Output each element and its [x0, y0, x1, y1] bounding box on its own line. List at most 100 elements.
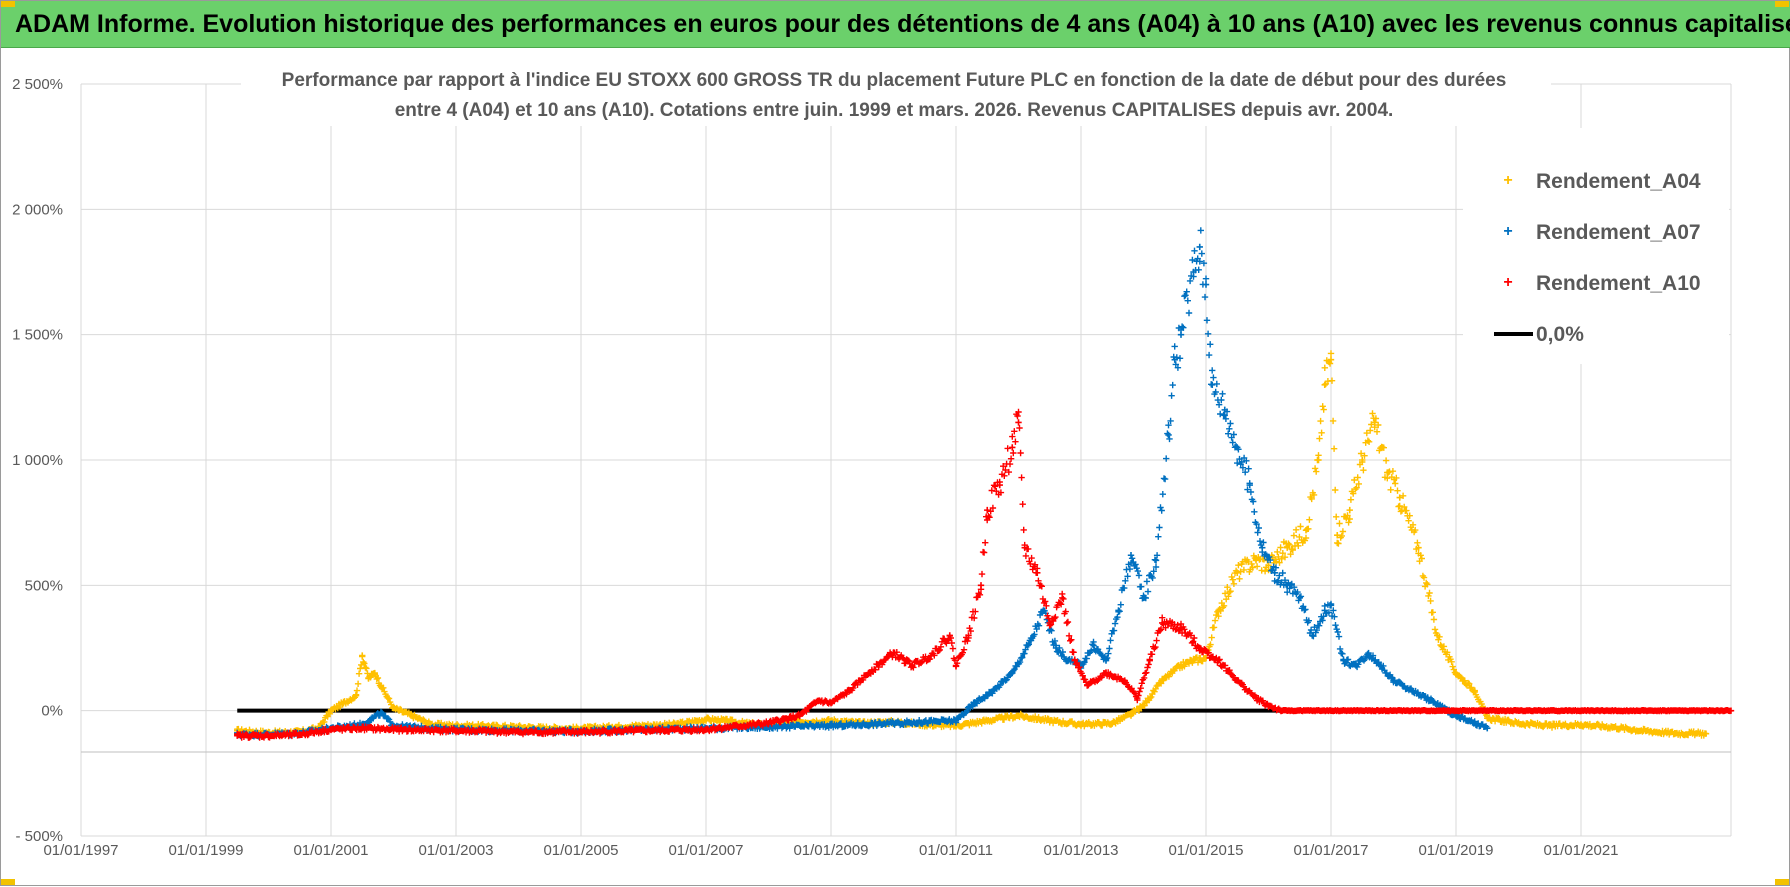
data-point-Rendement_A07-22	[1027, 637, 1035, 644]
data-point-Rendement_A04-60	[1452, 669, 1460, 677]
series-markers-Rendement_A10	[234, 408, 1734, 741]
data-point-Rendement_A07-17	[921, 718, 928, 726]
data-point-Rendement_A04-23	[721, 717, 728, 724]
data-point-Rendement_A10-28	[1021, 544, 1028, 551]
data-point-Rendement_A04-33	[1015, 712, 1022, 719]
data-point-Rendement_A10-8	[577, 728, 585, 736]
data-point-Rendement_A04-32	[984, 717, 991, 724]
data-point-Rendement_A04-12	[409, 712, 416, 719]
data-point-Rendement_A10-18	[909, 662, 916, 669]
data-point-Rendement_A04-50	[1321, 381, 1328, 388]
data-point-Rendement_A07-54	[1390, 677, 1397, 684]
data-point-Rendement_A07-30	[1127, 552, 1135, 559]
data-point-Rendement_A10-30	[1046, 619, 1053, 627]
data-point-Rendement_A07-44	[1271, 569, 1278, 576]
data-point-Rendement_A04-52	[1334, 532, 1341, 539]
x-tick-label-9: 01/01/2015	[1168, 842, 1243, 859]
data-point-Rendement_A10-0	[234, 732, 241, 739]
x-tick-label-8: 01/01/2013	[1043, 842, 1118, 859]
data-point-Rendement_A10-15	[846, 687, 853, 694]
y-tick-label-2: 1 500%	[12, 327, 63, 344]
data-point-Rendement_A10-31	[1059, 594, 1066, 602]
data-point-Rendement_A10-52	[1727, 707, 1735, 714]
data-point-Rendement_A07-59	[1484, 725, 1491, 732]
corner-accent-bottom-right	[1775, 879, 1789, 885]
data-point-Rendement_A07-42	[1246, 481, 1253, 489]
data-point-Rendement_A04-4	[327, 707, 335, 714]
data-point-Rendement_A04-9	[371, 669, 378, 677]
data-point-Rendement_A10-19	[927, 652, 935, 659]
data-point-Rendement_A10-42	[1234, 677, 1241, 684]
data-point-Rendement_A10-17	[890, 649, 897, 657]
data-point-Rendement_A10-14	[827, 699, 835, 707]
data-point-Rendement_A10-12	[796, 712, 803, 719]
data-point-Rendement_A07-29	[1115, 607, 1122, 614]
data-point-Rendement_A10-21	[952, 662, 960, 669]
legend-label-a07: Rendement_A07	[1536, 221, 1701, 244]
data-point-Rendement_A07-28	[1102, 657, 1110, 664]
data-point-Rendement_A04-44	[1234, 569, 1241, 576]
data-point-Rendement_A04-65	[1577, 721, 1585, 728]
data-point-Rendement_A10-26	[1009, 444, 1016, 451]
corner-accent-top-right	[1775, 1, 1789, 7]
series-Rendement_A07	[234, 227, 1491, 740]
data-point-Rendement_A07-41	[1234, 444, 1241, 451]
data-point-Rendement_A07-36	[1190, 268, 1197, 276]
data-point-Rendement_A10-47	[1390, 707, 1397, 714]
data-point-Rendement_A10-27	[1015, 419, 1022, 426]
legend-marker-a07: +	[1503, 223, 1512, 240]
x-tick-label-2: 01/01/2001	[293, 842, 368, 859]
chart-title-line-1: Performance par rapport à l'indice EU ST…	[282, 70, 1507, 91]
data-point-Rendement_A10-16	[865, 669, 872, 677]
data-point-Rendement_A10-38	[1159, 619, 1166, 627]
data-point-Rendement_A04-68	[1671, 730, 1678, 737]
x-tick-label-12: 01/01/2021	[1543, 842, 1618, 859]
legend-marker-a04: +	[1503, 172, 1512, 189]
data-point-Rendement_A10-49	[1515, 707, 1522, 714]
data-point-Rendement_A07-21	[1009, 669, 1016, 677]
data-point-Rendement_A10-41	[1215, 657, 1222, 664]
data-point-Rendement_A07-46	[1296, 594, 1303, 602]
data-point-Rendement_A07-5	[377, 709, 385, 717]
data-point-Rendement_A07-35	[1177, 331, 1185, 338]
data-point-Rendement_A10-3	[327, 726, 335, 733]
data-point-Rendement_A04-37	[1127, 711, 1135, 718]
corner-accent-top-left	[1, 1, 15, 7]
chart-series	[234, 227, 1735, 741]
series-Rendement_A10	[234, 408, 1735, 741]
x-tick-label-6: 01/01/2009	[793, 842, 868, 859]
data-point-Rendement_A10-2	[296, 731, 303, 738]
data-point-Rendement_A07-47	[1309, 632, 1316, 639]
data-point-Rendement_A10-36	[1134, 694, 1141, 702]
data-point-Rendement_A10-48	[1452, 707, 1460, 714]
axis-ticks: 2 500%2 000%1 500%1 000%500%0%- 500%01/0…	[12, 76, 1618, 859]
data-point-Rendement_A04-56	[1384, 469, 1391, 476]
y-tick-label-5: 0%	[41, 703, 63, 720]
data-point-Rendement_A04-39	[1159, 677, 1166, 684]
data-point-Rendement_A07-23	[1040, 607, 1047, 614]
x-tick-label-0: 01/01/1997	[43, 842, 118, 859]
data-point-Rendement_A10-23	[977, 582, 985, 589]
legend-label-a10: Rendement_A10	[1536, 272, 1701, 295]
data-point-Rendement_A10-40	[1196, 644, 1203, 652]
data-point-Rendement_A10-5	[390, 726, 397, 733]
y-tick-label-1: 2 000%	[12, 201, 63, 218]
data-point-Rendement_A10-4	[359, 725, 366, 732]
x-tick-label-10: 01/01/2017	[1293, 842, 1368, 859]
data-point-Rendement_A10-24	[984, 506, 991, 514]
series-markers-Rendement_A07	[234, 227, 1490, 740]
data-point-Rendement_A07-15	[859, 721, 866, 728]
data-point-Rendement_A10-10	[702, 726, 710, 733]
data-point-Rendement_A10-25	[996, 481, 1003, 489]
data-point-Rendement_A04-63	[1515, 720, 1522, 727]
data-point-Rendement_A10-32	[1071, 657, 1078, 664]
data-point-Rendement_A10-46	[1327, 707, 1335, 714]
data-point-Rendement_A07-25	[1065, 657, 1072, 664]
data-point-Rendement_A10-44	[1265, 702, 1272, 709]
data-point-Rendement_A07-56	[1427, 697, 1435, 704]
data-point-Rendement_A04-43	[1215, 607, 1222, 614]
data-point-Rendement_A04-35	[1077, 721, 1085, 728]
data-point-Rendement_A04-59	[1434, 632, 1441, 639]
data-point-Rendement_A07-24	[1052, 644, 1060, 652]
data-point-Rendement_A04-45	[1252, 557, 1260, 564]
